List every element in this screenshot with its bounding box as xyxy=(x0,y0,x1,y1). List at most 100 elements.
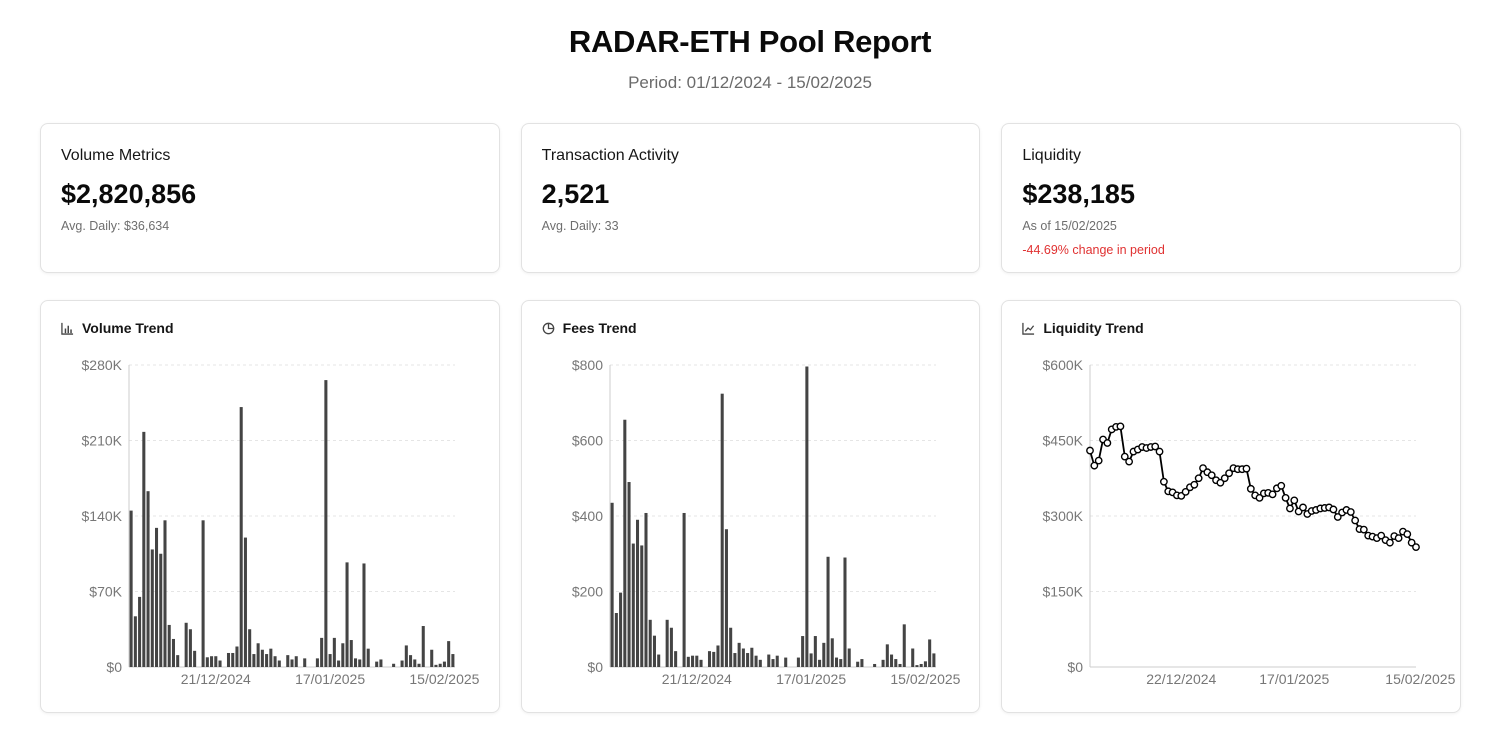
card-label: Liquidity xyxy=(1022,147,1082,164)
data-point xyxy=(1160,477,1169,486)
bar xyxy=(923,661,927,667)
bar xyxy=(421,626,425,667)
bar xyxy=(320,637,324,667)
bar xyxy=(171,638,175,667)
chart-title: Liquidity Trend xyxy=(1043,320,1144,336)
pie-chart-icon xyxy=(542,322,555,334)
bar xyxy=(809,653,813,667)
bar xyxy=(269,648,273,667)
bar xyxy=(673,651,677,667)
data-point xyxy=(1299,503,1308,512)
bar xyxy=(201,520,205,667)
bar xyxy=(142,431,146,667)
bar xyxy=(167,624,171,667)
card-value: $238,185 xyxy=(1022,179,1135,209)
y-tick-label: $450K xyxy=(1043,433,1084,449)
data-point xyxy=(1155,447,1164,456)
bar xyxy=(821,642,826,667)
bar xyxy=(324,380,328,667)
bar xyxy=(256,643,260,667)
bar xyxy=(184,622,188,667)
y-tick-label: $300K xyxy=(1043,508,1084,524)
bar xyxy=(235,646,239,667)
bar xyxy=(392,663,396,667)
bar xyxy=(648,619,652,667)
bar xyxy=(341,643,345,667)
data-point xyxy=(1116,422,1125,431)
bar xyxy=(438,663,442,667)
bar xyxy=(260,649,264,667)
bar xyxy=(150,549,154,667)
bar xyxy=(771,659,775,667)
data-point xyxy=(1334,513,1343,521)
bar xyxy=(652,635,656,667)
bar xyxy=(332,637,336,667)
bar xyxy=(843,557,847,667)
bar xyxy=(800,636,804,667)
data-point xyxy=(1225,469,1234,478)
bar xyxy=(273,656,277,667)
bar xyxy=(860,659,864,667)
bar xyxy=(932,653,936,667)
bar xyxy=(417,663,421,667)
bar xyxy=(686,656,690,667)
bar xyxy=(881,659,885,667)
bar xyxy=(218,660,222,667)
data-point xyxy=(1151,442,1160,451)
data-point xyxy=(1360,525,1369,534)
bar xyxy=(707,651,711,667)
card-value: 2,521 xyxy=(541,179,610,209)
bar xyxy=(239,407,243,667)
data-point xyxy=(1329,505,1338,514)
line-chart-icon xyxy=(1022,322,1035,335)
card-label: Transaction Activity xyxy=(541,147,679,164)
bar xyxy=(337,660,341,667)
bar xyxy=(690,655,694,667)
liquidity-trend-chart: $0 $150K $300K $450K $600K 22/12/2024 17/01/20… xyxy=(1043,357,1456,687)
bar xyxy=(290,659,294,667)
data-point xyxy=(1386,538,1395,547)
bar xyxy=(451,654,455,667)
y-tick-label: $70K xyxy=(89,584,122,600)
y-tick-label: $150K xyxy=(1043,584,1084,600)
bar xyxy=(404,645,408,667)
data-point xyxy=(1255,493,1264,502)
data-point xyxy=(1347,508,1356,516)
liquidity-card: Liquidity $238,185 As of 15/02/2025 -44.… xyxy=(1001,123,1462,273)
report-period: Period: 01/12/2024 - 15/02/2025 xyxy=(628,73,872,92)
bar xyxy=(375,661,379,667)
x-tick-label: 17/01/2025 xyxy=(776,671,846,687)
bar xyxy=(413,659,417,667)
x-tick-label: 15/02/2025 xyxy=(409,671,479,687)
bar xyxy=(754,655,758,667)
bar xyxy=(737,642,741,667)
bar xyxy=(826,556,830,667)
data-point xyxy=(1242,464,1251,473)
bar xyxy=(265,654,269,667)
bar xyxy=(813,636,817,667)
bar xyxy=(716,645,720,667)
y-tick-label: $280K xyxy=(82,357,123,373)
bar xyxy=(434,664,438,667)
bar xyxy=(610,502,614,667)
bar xyxy=(635,519,639,667)
bar xyxy=(893,659,897,667)
bar xyxy=(919,663,923,667)
y-tick-label: $210K xyxy=(82,433,123,449)
bar xyxy=(783,657,787,667)
bar xyxy=(210,656,214,667)
data-point xyxy=(1395,534,1403,543)
data-point xyxy=(1408,538,1416,547)
fees-trend-chart: $0 $200 $400 $600 $800 21/12/2024 17/01/2025 15… xyxy=(572,357,961,687)
card-value: $2,820,856 xyxy=(61,179,197,209)
bar xyxy=(409,655,413,667)
fees-trend-card: Fees Trend $0 $200 $400 $600 $800 21/12/2024 1… xyxy=(520,300,981,713)
bar xyxy=(277,660,281,667)
volume-trend-card: Volume Trend $0 $70K $140K $210K $280K 21/12/… xyxy=(40,300,500,713)
bar xyxy=(447,641,451,667)
chart-title: Volume Trend xyxy=(82,320,174,336)
data-point xyxy=(1103,439,1112,447)
bar xyxy=(682,512,686,667)
bar xyxy=(745,653,749,667)
bar xyxy=(910,648,914,667)
